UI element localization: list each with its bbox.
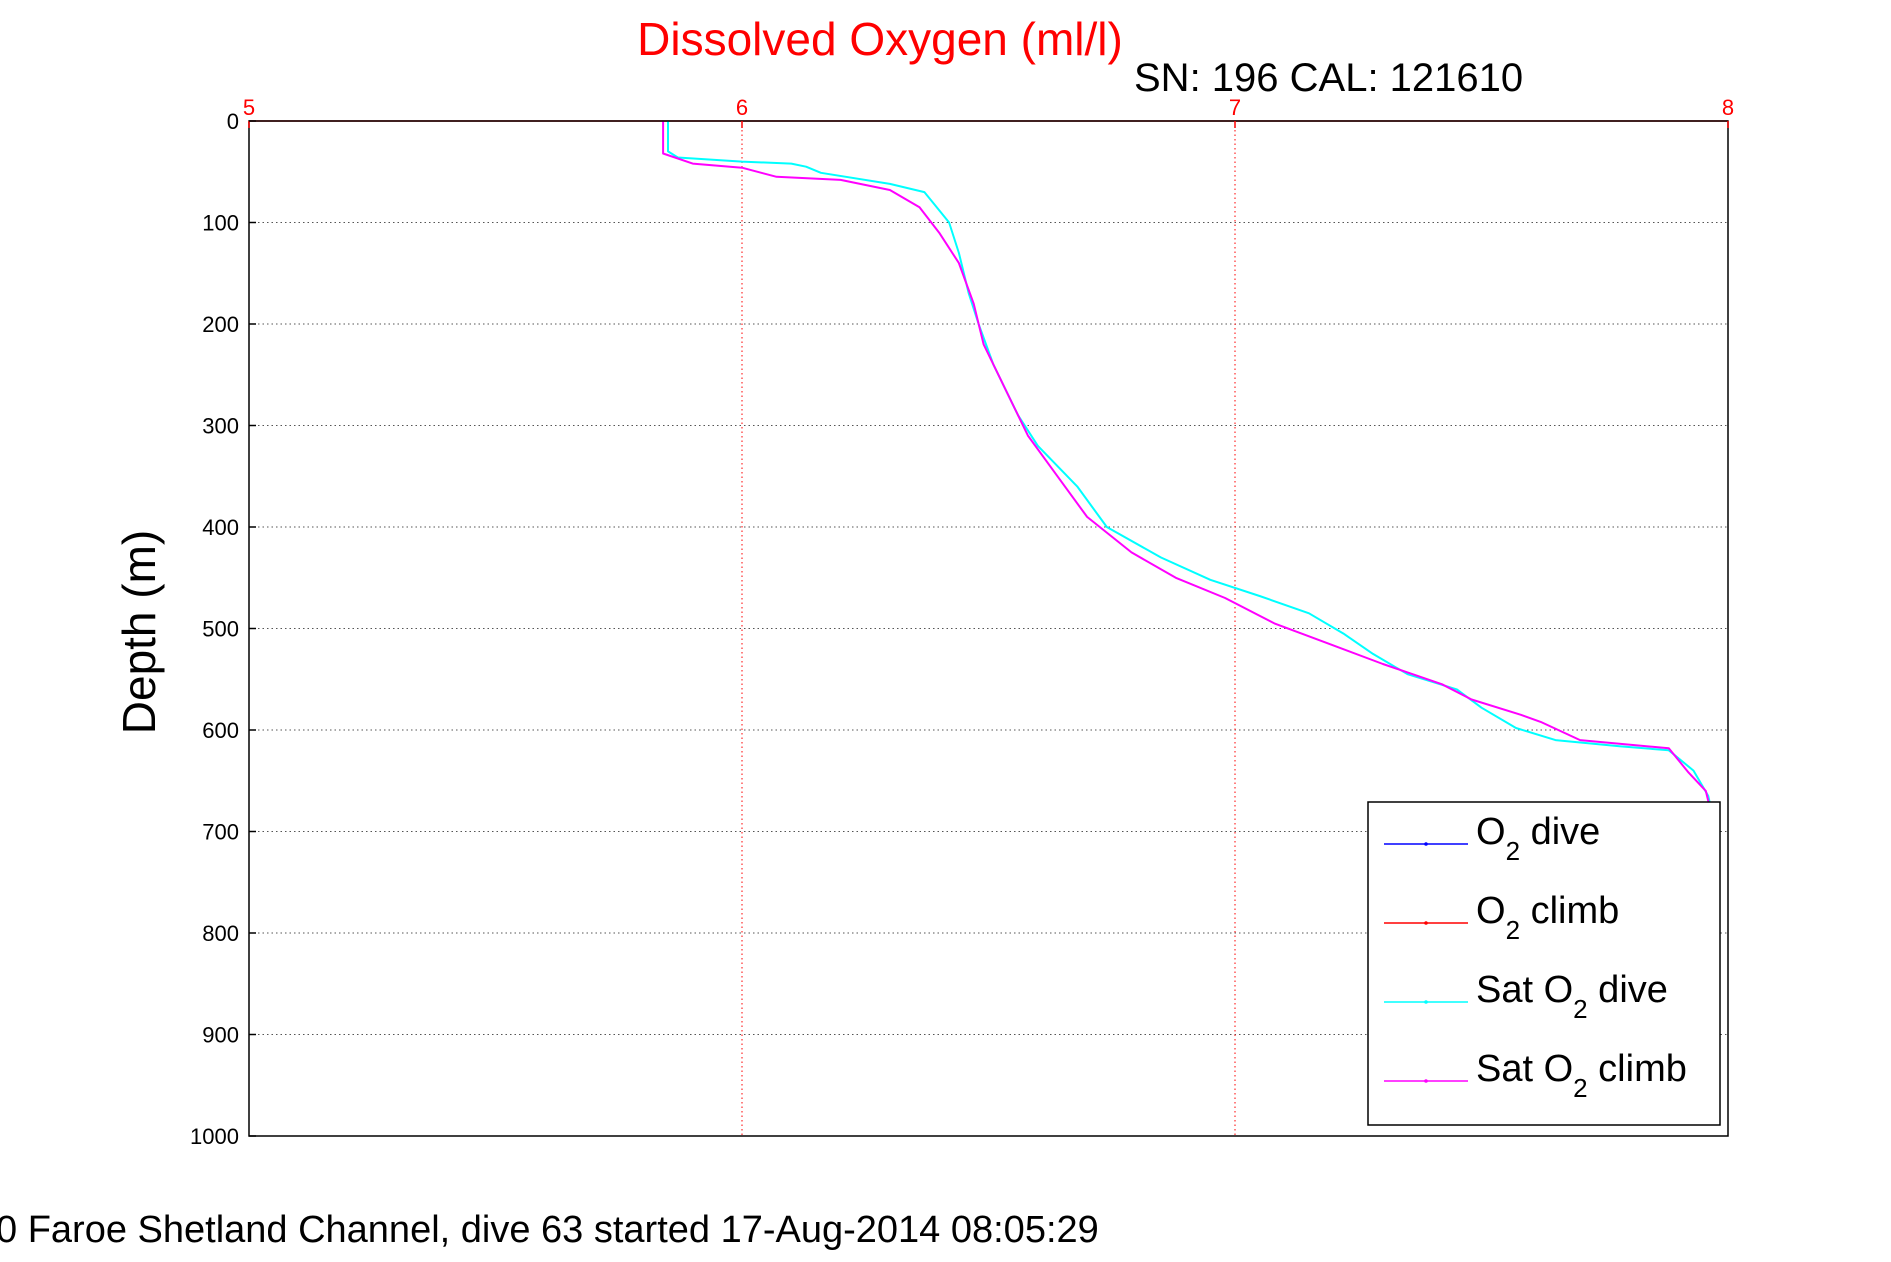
series-layer — [662, 121, 1720, 840]
x-tick-label: 5 — [243, 95, 255, 120]
y-tick-label: 400 — [202, 515, 239, 540]
legend-label-subscript: 2 — [1573, 1073, 1587, 1103]
legend-label-rest: dive — [1520, 811, 1600, 853]
legend-marker-4 — [1424, 1079, 1428, 1083]
y-axis-label: Depth (m) — [113, 530, 165, 734]
y-tick-label: 900 — [202, 1023, 239, 1048]
y-tick-label: 300 — [202, 414, 239, 439]
y-tick-label: 0 — [227, 109, 239, 134]
legend-label-main: O — [1476, 890, 1506, 932]
y-tick-label: 100 — [202, 211, 239, 236]
x-tick-label: 7 — [1229, 95, 1241, 120]
legend-label-main: O — [1476, 811, 1506, 853]
legend-box — [1367, 801, 1721, 1126]
legend-label-1: O2 dive — [1476, 811, 1600, 866]
footer-text: 0 Faroe Shetland Channel, dive 63 starte… — [0, 1209, 1099, 1251]
legend-marker-3 — [1424, 1000, 1428, 1004]
series-line-3 — [667, 121, 1717, 832]
chart-title: Dissolved Oxygen (ml/l) — [637, 13, 1123, 65]
legend-label-rest: dive — [1588, 969, 1668, 1011]
y-tick-label: 1000 — [190, 1124, 239, 1149]
legend-label-main: Sat O — [1476, 969, 1573, 1011]
x-tick-label: 6 — [736, 95, 748, 120]
x-axis-ticks: 5 6 7 8 — [243, 95, 1734, 128]
chart-subtitle: SN: 196 CAL: 121610 — [1134, 56, 1523, 100]
y-tick-label: 600 — [202, 718, 239, 743]
legend-marker-2 — [1424, 921, 1428, 925]
legend-label-main: Sat O — [1476, 1048, 1573, 1090]
y-tick-label: 800 — [202, 921, 239, 946]
legend-marker-1 — [1424, 842, 1428, 846]
legend-label-subscript: 2 — [1506, 836, 1520, 866]
legend-label-subscript: 2 — [1573, 994, 1587, 1024]
y-axis-ticks: 0 100 200 300 400 500 600 700 800 900 1000 — [190, 109, 256, 1149]
x-tick-label: 8 — [1722, 95, 1734, 120]
legend-label-subscript: 2 — [1506, 915, 1520, 945]
legend-label-rest: climb — [1588, 1048, 1687, 1090]
series-line-4 — [662, 121, 1717, 832]
legend-label-3: Sat O2 dive — [1476, 969, 1668, 1024]
y-tick-label: 200 — [202, 312, 239, 337]
legend-label-4: Sat O2 climb — [1476, 1048, 1687, 1103]
y-tick-label: 700 — [202, 820, 239, 845]
legend-label-rest: climb — [1520, 890, 1619, 932]
legend-label-2: O2 climb — [1476, 890, 1619, 945]
y-tick-label: 500 — [202, 617, 239, 642]
